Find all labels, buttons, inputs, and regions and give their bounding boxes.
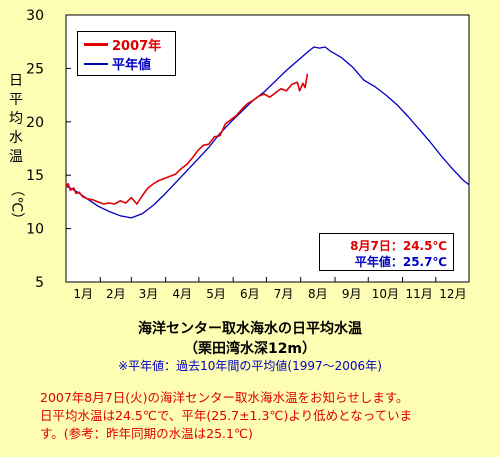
x-tick-label: 3月 (139, 287, 159, 301)
y-axis-label-char: 平 (9, 92, 23, 108)
y-axis-unit: （℃） (8, 182, 25, 227)
y-tick-label: 10 (26, 222, 44, 238)
x-tick-label: 5月 (206, 287, 226, 301)
y-axis-label-char: 日 (9, 73, 23, 89)
x-tick-label: 1月 (73, 287, 93, 301)
series-layer (65, 46, 470, 219)
x-tick-label: 8月 (308, 287, 328, 301)
y-axis-label-char: 温 (9, 149, 23, 165)
normal-value-label: 平年値：25.7℃ (354, 255, 447, 269)
legend-item-normal: 平年値 (78, 54, 175, 73)
value-info-box: 8月7日：24.5℃ 平年値：25.7℃ (319, 233, 454, 271)
y-axis-label-char: 均 (9, 111, 23, 127)
legend-swatch-normal (84, 62, 108, 65)
notice-line: 日平均水温は24.5℃で、平年(25.7±1.3℃)より低めとなっていま (40, 408, 413, 423)
x-tick-label: 7月 (274, 287, 294, 301)
y-tick-label: 20 (26, 115, 44, 131)
series-line-normal (65, 46, 470, 219)
x-tick-label: 12月 (439, 287, 466, 301)
today-value-label: 8月7日：24.5℃ (350, 239, 447, 253)
y-tick-label: 5 (35, 275, 44, 291)
legend-item-2007: 2007年 (78, 35, 175, 54)
series-line-2007 (65, 73, 309, 205)
x-tick-label: 2月 (106, 287, 126, 301)
y-tick-label: 15 (26, 168, 44, 184)
x-tick-label: 6月 (240, 287, 260, 301)
y-axis-ticks: 5 10 15 20 25 30 (26, 8, 71, 291)
x-tick-label: 10月 (372, 287, 399, 301)
y-tick-label: 25 (26, 61, 44, 77)
y-tick-label: 30 (26, 8, 44, 24)
x-tick-label: 4月 (172, 287, 192, 301)
y-axis-label-char: 水 (9, 130, 23, 146)
chart-title: 海洋センター取水海水の日平均水温 (138, 321, 362, 337)
notice-line: す。(参考：昨年同期の水温は25.1℃) (40, 426, 253, 441)
x-axis-ticks: 1月 2月 3月 4月 5月 6月 7月 8月 9月 10月 11月 12月 (65, 277, 467, 301)
y-axis-label: 日 平 均 水 温 （℃） (8, 72, 25, 227)
chart-legend: 2007年 平年値 (77, 31, 176, 76)
chart-subtitle: （栗田湾水深12m） (183, 341, 317, 357)
x-tick-label: 9月 (342, 287, 362, 301)
notice-text: 2007年8月7日(火)の海洋センター取水海水温をお知らせします。 日平均水温は… (40, 389, 500, 443)
x-tick-label: 11月 (406, 287, 433, 301)
legend-label-normal: 平年値 (112, 58, 152, 73)
legend-label-2007: 2007年 (112, 39, 162, 54)
chart-note: ※平年値：過去10年間の平均値(1997～2006年) (118, 359, 382, 373)
legend-swatch-2007 (84, 43, 108, 46)
notice-line: 2007年8月7日(火)の海洋センター取水海水温をお知らせします。 (40, 390, 409, 405)
